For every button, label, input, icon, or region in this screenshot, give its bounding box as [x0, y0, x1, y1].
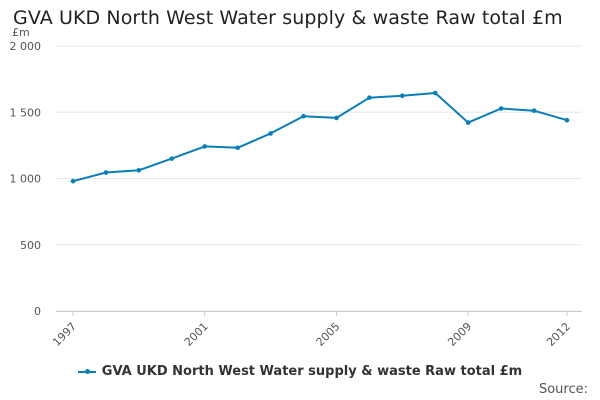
- data-point: [235, 145, 240, 151]
- gridlines: [56, 45, 582, 312]
- data-point: [531, 108, 537, 113]
- data-point: [169, 156, 175, 161]
- x-tick-label: 2005: [314, 320, 343, 349]
- legend-item[interactable]: GVA UKD North West Water supply & waste …: [77, 364, 523, 379]
- x-tick-label: 2012: [544, 320, 573, 349]
- y-tick-label: 0: [34, 305, 41, 318]
- chart-title: GVA UKD North West Water supply & waste …: [13, 7, 563, 29]
- data-point: [136, 167, 142, 173]
- source-label: Source:: [538, 382, 588, 397]
- series-line: [72, 92, 568, 183]
- data-point: [400, 93, 405, 98]
- y-axis-unit-label: £m: [12, 26, 30, 39]
- data-point: [334, 115, 339, 121]
- x-tick-label: 2001: [182, 320, 211, 349]
- data-point: [465, 120, 471, 125]
- data-point: [103, 170, 109, 175]
- data-point: [268, 131, 273, 136]
- series-group: [70, 90, 570, 184]
- y-tick-label: 500: [20, 239, 41, 252]
- data-point: [564, 117, 570, 123]
- data-point: [367, 95, 372, 100]
- legend-line-icon: [77, 367, 96, 377]
- data-point: [301, 113, 306, 119]
- data-point: [70, 178, 76, 184]
- y-tick-label: 1 500: [10, 106, 42, 119]
- y-tick-label: 1 000: [10, 173, 42, 186]
- data-point: [432, 90, 438, 96]
- legend: GVA UKD North West Water supply & waste …: [0, 364, 600, 381]
- data-point: [498, 106, 504, 111]
- x-tick-label: 2009: [445, 320, 474, 349]
- data-point: [202, 144, 208, 149]
- legend-label: GVA UKD North West Water supply & waste …: [101, 364, 523, 379]
- y-tick-label: 2 000: [10, 40, 42, 53]
- x-tick-label: 1997: [50, 320, 79, 349]
- y-axis-ticks: 0 500 1 000 1 500 2 000: [10, 40, 42, 318]
- x-axis: 1997 2001 2005 2009 2012: [50, 311, 582, 349]
